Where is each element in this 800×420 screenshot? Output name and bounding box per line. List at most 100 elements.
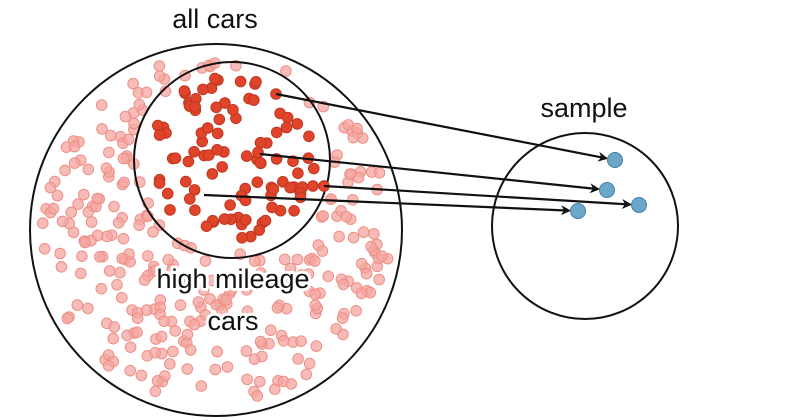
population-dot: [295, 335, 307, 348]
population-dot: [269, 383, 281, 396]
population-dot: [162, 253, 175, 266]
population-dot: [149, 385, 162, 398]
population-dot: [119, 110, 132, 123]
high-mileage-dots: [152, 72, 330, 244]
population-dot: [96, 123, 108, 135]
population-dot: [67, 226, 80, 239]
population-dot: [158, 315, 170, 328]
high-mileage-circle: [133, 61, 331, 259]
sample-dot: [631, 197, 647, 213]
high-mileage-dot: [211, 127, 224, 140]
population-dot: [102, 360, 115, 372]
population-dot: [103, 146, 115, 159]
population-dot: [118, 176, 130, 189]
sample-dot: [599, 182, 615, 198]
population-dot: [79, 236, 91, 249]
population-dot: [340, 210, 353, 223]
high-mileage-dot: [236, 232, 248, 244]
population-dot: [254, 267, 267, 279]
population-dot: [260, 275, 273, 287]
high-mileage-dot: [197, 83, 209, 96]
high-mileage-dot: [308, 162, 320, 175]
population-dot: [281, 272, 293, 285]
high-mileage-dot: [266, 201, 278, 214]
population-dot: [316, 245, 329, 257]
population-dot: [133, 219, 145, 231]
high-mileage-dot: [203, 149, 215, 161]
high-mileage-dot: [281, 111, 294, 124]
population-dot: [265, 324, 277, 337]
population-dot: [95, 99, 108, 111]
high-mileage-dot: [200, 220, 213, 232]
population-dot: [61, 312, 74, 325]
population-dot: [220, 294, 232, 306]
high-mileage-dot: [178, 85, 191, 97]
population-dot: [271, 302, 284, 314]
high-mileage-dot: [240, 150, 253, 162]
population-dot: [140, 86, 153, 99]
high-mileage-dot: [291, 118, 304, 130]
population-dot: [180, 279, 192, 291]
high-mileage-dot: [180, 175, 192, 188]
population-dot: [155, 330, 168, 343]
high-mileage-dot: [216, 161, 228, 173]
sample-dot: [607, 152, 623, 168]
population-dot: [138, 274, 151, 286]
high-mileage-dot: [270, 126, 283, 139]
high-mileage-dot: [234, 75, 247, 88]
population-dot: [100, 162, 113, 174]
population-dot: [181, 363, 194, 375]
population-dot: [124, 341, 137, 354]
population-dot: [166, 263, 178, 276]
population-dot: [147, 226, 159, 238]
population-dot: [122, 133, 135, 146]
population-dot: [280, 65, 292, 77]
population-dot: [172, 273, 184, 286]
high-mileage-dot: [284, 181, 297, 194]
population-dot: [214, 276, 227, 289]
population-dot: [116, 291, 128, 304]
population-dot: [108, 200, 120, 213]
population-dot: [181, 328, 194, 341]
population-dot: [254, 335, 267, 348]
high-mileage-dot: [206, 168, 219, 180]
population-dot: [310, 340, 323, 352]
high-mileage-dot: [254, 136, 267, 149]
high-mileage-dot: [209, 72, 221, 85]
population-dot: [204, 293, 216, 305]
population-dot: [360, 267, 373, 280]
population-dot: [355, 257, 368, 270]
population-dot: [357, 226, 370, 238]
population-dot: [149, 346, 161, 359]
population-dot: [351, 122, 363, 135]
population-dot: [240, 345, 253, 357]
population-dot: [116, 252, 128, 265]
high-mileage-dot: [250, 76, 262, 88]
population-dot: [291, 253, 304, 266]
high-mileage-dot: [161, 187, 174, 200]
population-dot: [85, 216, 98, 228]
high-mileage-dot: [153, 129, 166, 141]
population-dot: [135, 369, 148, 382]
population-dot: [309, 299, 322, 311]
population-dot: [38, 243, 51, 255]
high-mileage-dot: [307, 180, 319, 192]
population-dot: [91, 192, 104, 205]
population-dot: [174, 299, 187, 311]
population-dot: [44, 181, 57, 194]
high-mileage-dot: [189, 101, 201, 113]
sampling-arrows: [203, 92, 632, 216]
sampling-arrow: [203, 193, 571, 216]
population-dot: [75, 267, 87, 280]
population-dot: [350, 305, 363, 317]
population-dot: [54, 247, 66, 260]
population-dot: [101, 230, 113, 243]
population-dot: [355, 287, 368, 300]
population-dot: [124, 364, 136, 377]
population-dot: [373, 273, 386, 286]
population-dot: [336, 312, 349, 324]
population-dot: [347, 231, 360, 244]
population-dot: [94, 250, 106, 263]
high-mileage-dot: [213, 113, 226, 126]
population-dot: [153, 70, 166, 82]
